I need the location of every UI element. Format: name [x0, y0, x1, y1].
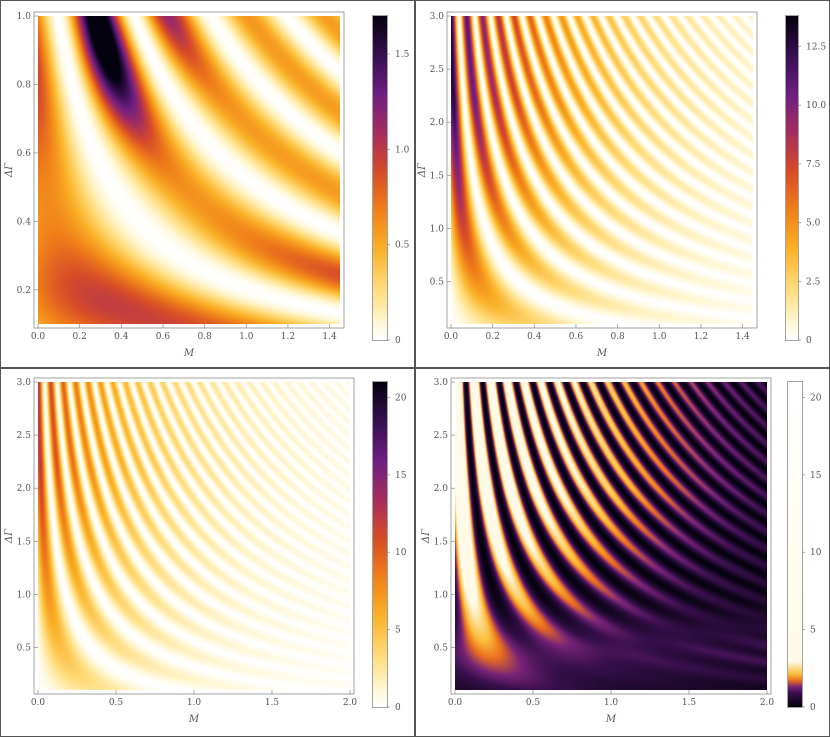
- x-tick-label: 0.0: [444, 332, 459, 342]
- y-tick-label: 2.0: [430, 118, 445, 128]
- colorbar-tick-label: 15: [395, 471, 407, 481]
- plot-frame: [33, 11, 345, 329]
- y-axis-label: ΔΓ: [4, 528, 15, 544]
- x-axis-label: M: [605, 714, 617, 725]
- colorbar-tick-label: 20: [810, 393, 822, 403]
- y-tick-label: 3.0: [17, 378, 32, 388]
- y-tick-label: 3.0: [430, 12, 445, 22]
- x-tick-label: 0.4: [114, 332, 129, 342]
- y-tick-label: 2.0: [17, 484, 32, 494]
- x-tick-label: 0.8: [197, 332, 212, 342]
- colorbar-tick-label: 10: [395, 548, 407, 558]
- y-tick-label: 1.0: [434, 590, 449, 600]
- colorbar-tick-label: 5: [810, 626, 816, 636]
- panel-top-right: 0.0 0.2 0.4 0.6 0.8 1.0 1.2 1.4 0.5 1.0 1.5 2.0 2.5 3…: [415, 0, 830, 368]
- panel-top-left: 0.0 0.2 0.4 0.6 0.8 1.0 1.2 1.4 0.2 0.4 0.6 0.8 1.0 M…: [0, 0, 415, 368]
- x-tick-label: 2.0: [343, 698, 358, 708]
- x-tick-label: 0.8: [610, 332, 625, 342]
- y-tick-label: 1.0: [430, 224, 445, 234]
- x-axis-label: M: [188, 714, 200, 725]
- x-tick-label: 1.0: [239, 332, 254, 342]
- x-tick-label: 1.4: [322, 332, 337, 342]
- x-tick-label: 0.4: [527, 332, 542, 342]
- x-tick-label: 1.0: [652, 332, 667, 342]
- x-tick-label: 1.0: [604, 698, 619, 708]
- colorbar-tick-label: 10: [810, 548, 822, 558]
- colorbar-tick-label: 0: [806, 336, 812, 346]
- colorbar: [373, 16, 387, 340]
- x-tick-label: 0.0: [448, 698, 463, 708]
- y-axis-label: ΔΓ: [421, 528, 432, 544]
- y-tick-label: 0.5: [434, 644, 449, 654]
- x-tick-label: 1.5: [682, 698, 697, 708]
- x-tick-label: 1.2: [281, 332, 295, 342]
- x-tick-label: 0.5: [109, 698, 124, 708]
- colorbar-tick-label: 15: [810, 471, 822, 481]
- x-axis-label: M: [183, 348, 195, 359]
- colorbar-tick-label: 2.5: [806, 277, 821, 287]
- x-tick-label: 2.0: [760, 698, 775, 708]
- heatmap-image: [38, 382, 350, 690]
- x-tick-label: 0.0: [31, 332, 46, 342]
- y-tick-label: 1.5: [434, 537, 449, 547]
- x-tick-label: 0.6: [569, 332, 584, 342]
- x-tick-label: 0.6: [156, 332, 171, 342]
- colorbar-frame: [372, 15, 388, 341]
- colorbar-tick-label: 20: [395, 393, 407, 403]
- y-tick-label: 1.0: [17, 590, 32, 600]
- y-tick-label: 0.2: [17, 286, 31, 296]
- y-tick-label: 1.5: [17, 537, 32, 547]
- y-axis-label: ΔΓ: [4, 162, 15, 178]
- colorbar: [786, 16, 798, 340]
- y-tick-label: 1.0: [17, 12, 32, 22]
- panel-bottom-right: 0.0 0.5 1.0 1.5 2.0 0.5 1.0 1.5 2.0 2.5 3.0 M ΔΓ 0 5 10…: [415, 368, 830, 737]
- colorbar-tick-label: 5.0: [806, 219, 821, 229]
- x-tick-label: 0.2: [72, 332, 86, 342]
- x-tick-label: 1.5: [265, 698, 280, 708]
- heatmap-image: [455, 382, 767, 690]
- x-tick-label: 0.2: [485, 332, 499, 342]
- y-tick-label: 2.5: [434, 431, 449, 441]
- x-tick-label: 1.4: [735, 332, 750, 342]
- colorbar-frame: [787, 381, 803, 708]
- colorbar-tick-label: 1.5: [395, 50, 410, 60]
- colorbar-tick-label: 5: [395, 626, 401, 636]
- colorbar-tick-label: 0: [395, 336, 401, 346]
- y-axis-label: ΔΓ: [417, 162, 428, 178]
- plot-frame: [446, 11, 758, 329]
- y-tick-label: 0.4: [17, 217, 32, 227]
- x-tick-label: 0.0: [31, 698, 46, 708]
- panel-bottom-left: 0.0 0.5 1.0 1.5 2.0 0.5 1.0 1.5 2.0 2.5 3.0 M ΔΓ 0 5 10…: [0, 368, 415, 737]
- y-tick-label: 0.6: [17, 149, 32, 159]
- x-axis-label: M: [596, 348, 608, 359]
- y-tick-label: 0.5: [17, 644, 32, 654]
- colorbar: [788, 382, 802, 707]
- y-tick-label: 3.0: [434, 378, 449, 388]
- colorbar: [373, 382, 387, 707]
- colorbar-frame: [785, 15, 799, 341]
- colorbar-frame: [372, 381, 388, 708]
- colorbar-tick-label: 0: [810, 703, 816, 713]
- panel-border: [0, 0, 415, 368]
- colorbar-tick-label: 0: [395, 703, 401, 713]
- colorbar-tick-label: 0.5: [395, 241, 410, 251]
- y-tick-label: 0.5: [430, 278, 445, 288]
- x-tick-label: 1.0: [187, 698, 202, 708]
- colorbar-tick-label: 10.0: [806, 101, 826, 111]
- x-tick-label: 0.5: [526, 698, 541, 708]
- x-tick-label: 1.2: [694, 332, 708, 342]
- colorbar-tick-label: 12.5: [806, 43, 826, 53]
- y-tick-label: 1.5: [430, 171, 445, 181]
- heatmap-image: [38, 16, 340, 324]
- heatmap-image: [451, 16, 753, 324]
- y-tick-label: 2.5: [17, 431, 32, 441]
- y-tick-label: 2.5: [430, 65, 445, 75]
- colorbar-tick-label: 7.5: [806, 160, 821, 170]
- colorbar-tick-label: 1.0: [395, 145, 410, 155]
- y-tick-label: 0.8: [17, 80, 32, 90]
- y-tick-label: 2.0: [434, 484, 449, 494]
